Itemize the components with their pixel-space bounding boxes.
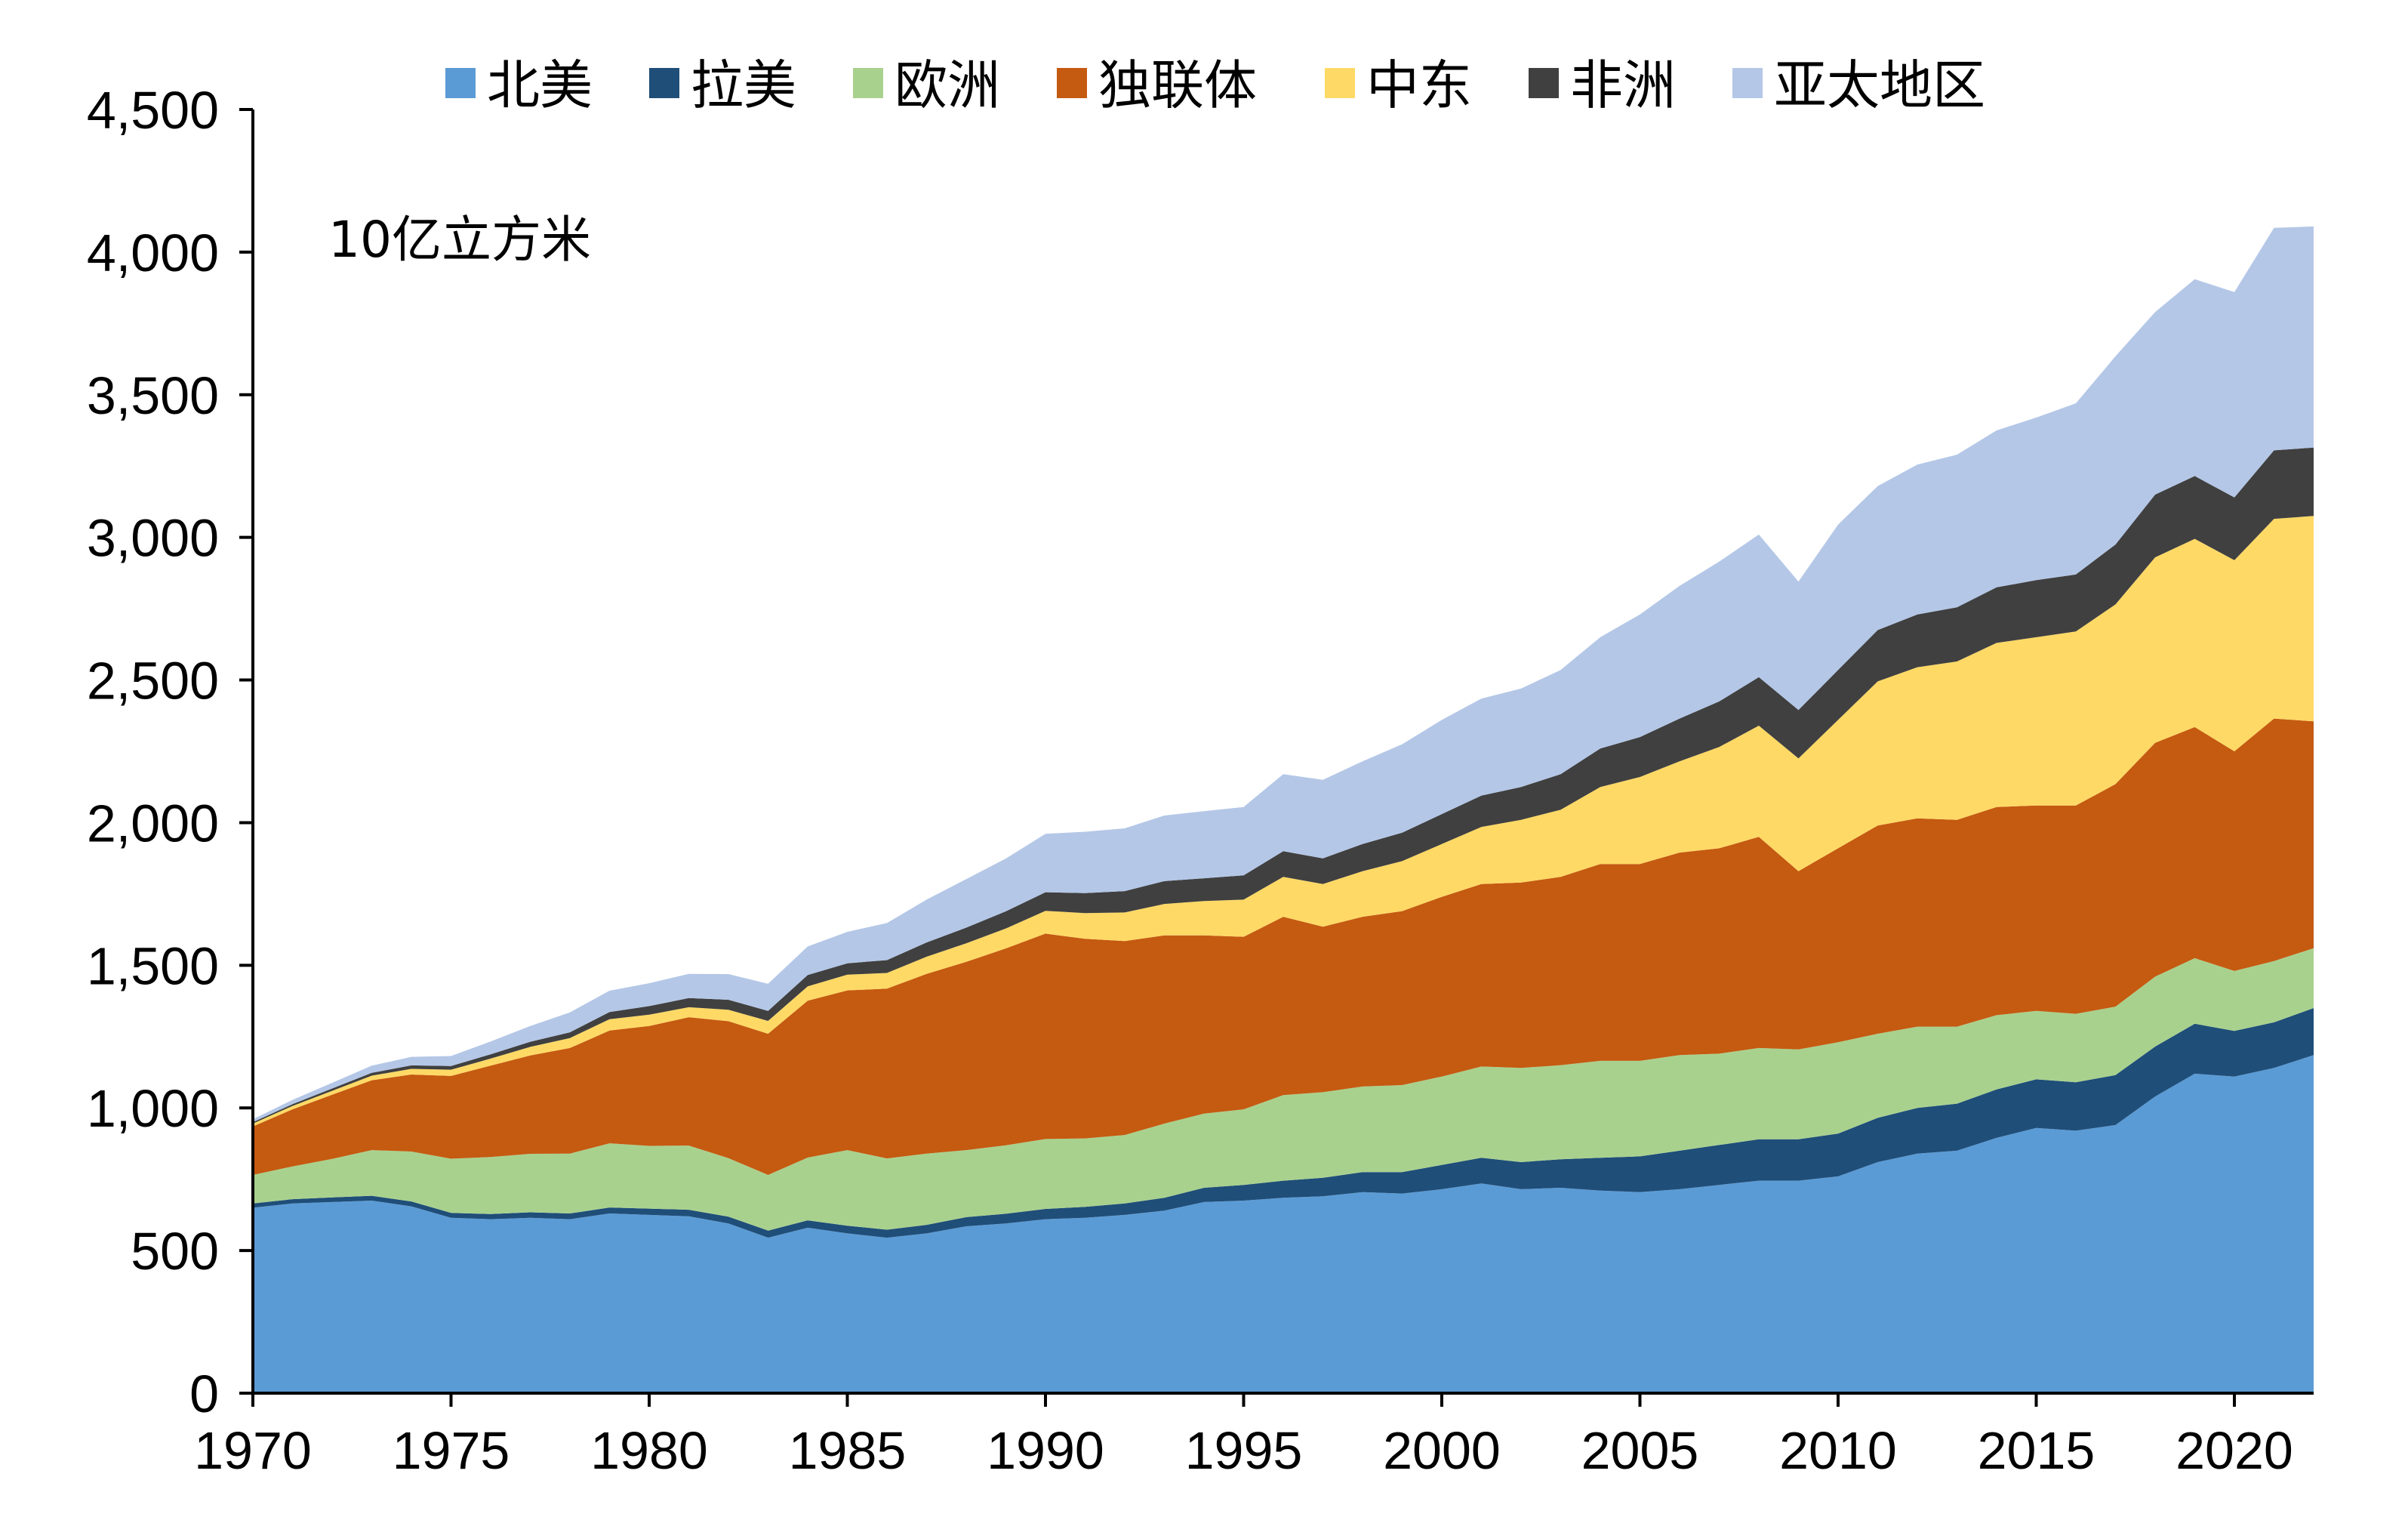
- x-tick-label: 1980: [590, 1421, 708, 1480]
- y-tick-label: 0: [189, 1364, 219, 1423]
- legend-swatch: [649, 68, 679, 98]
- x-tick-label: 2000: [1383, 1421, 1501, 1480]
- legend-item-5: 非洲: [1529, 54, 1676, 116]
- area-series-group: [253, 226, 2314, 1393]
- axes: 0 500 1,000 1,500 2,000 2,500 3,000 3,500 4,000 4…: [87, 81, 2314, 1480]
- y-tick-label: 1,500: [87, 936, 219, 995]
- y-tick-label: 4,500: [87, 81, 219, 140]
- legend-item-4: 中东: [1325, 54, 1472, 116]
- area-series-2: [253, 948, 2314, 1231]
- area-series-1: [253, 1008, 2314, 1238]
- y-tick-label: 2,500: [87, 652, 219, 711]
- y-tick-label: 4,000: [87, 224, 219, 282]
- legend-label: 中东: [1366, 54, 1472, 116]
- y-tick-label: 500: [131, 1222, 219, 1281]
- x-axis-ticks: 1970 1975 1980 1985 1990 1995 2000 2005 2010 2015…: [194, 1393, 2293, 1480]
- area-series-4: [253, 516, 2314, 1127]
- legend-label: 拉美: [691, 54, 796, 116]
- legend-label: 北美: [487, 54, 593, 116]
- legend-swatch: [445, 68, 476, 98]
- legend-label: 非洲: [1570, 54, 1676, 116]
- y-axis-ticks: 0 500 1,000 1,500 2,000 2,500 3,000 3,500 4,000 4…: [87, 81, 253, 1423]
- legend-swatch: [1325, 68, 1355, 98]
- legend-label: 欧洲: [895, 54, 1000, 116]
- legend: 北美 拉美 欧洲 独联体 中东 非洲 亚太地区: [445, 54, 1985, 116]
- legend-swatch: [1057, 68, 1087, 98]
- area-series-0: [253, 1055, 2314, 1393]
- legend-swatch: [853, 68, 883, 98]
- legend-swatch: [1529, 68, 1559, 98]
- y-tick-label: 2,000: [87, 794, 219, 853]
- legend-item-1: 拉美: [649, 54, 796, 116]
- x-tick-label: 1970: [194, 1421, 312, 1480]
- y-tick-label: 3,000: [87, 509, 219, 568]
- x-tick-label: 1990: [987, 1421, 1104, 1480]
- x-tick-label: 1975: [393, 1421, 510, 1480]
- x-tick-label: 2010: [1779, 1421, 1897, 1480]
- legend-item-2: 欧洲: [853, 54, 1000, 116]
- x-tick-label: 2020: [2176, 1421, 2293, 1480]
- area-series-3: [253, 718, 2314, 1175]
- legend-item-6: 亚太地区: [1732, 54, 1985, 116]
- x-tick-label: 2015: [1978, 1421, 2095, 1480]
- y-tick-label: 3,500: [87, 366, 219, 425]
- legend-item-0: 北美: [445, 54, 593, 116]
- y-tick-label: 1,000: [87, 1079, 219, 1138]
- legend-label: 独联体: [1098, 54, 1257, 116]
- x-tick-label: 2005: [1581, 1421, 1699, 1480]
- unit-label: 10亿立方米: [328, 211, 591, 269]
- x-tick-label: 1985: [789, 1421, 907, 1480]
- legend-item-3: 独联体: [1057, 54, 1257, 116]
- legend-label: 亚太地区: [1774, 54, 1985, 116]
- x-tick-label: 1995: [1185, 1421, 1303, 1480]
- legend-swatch: [1732, 68, 1763, 98]
